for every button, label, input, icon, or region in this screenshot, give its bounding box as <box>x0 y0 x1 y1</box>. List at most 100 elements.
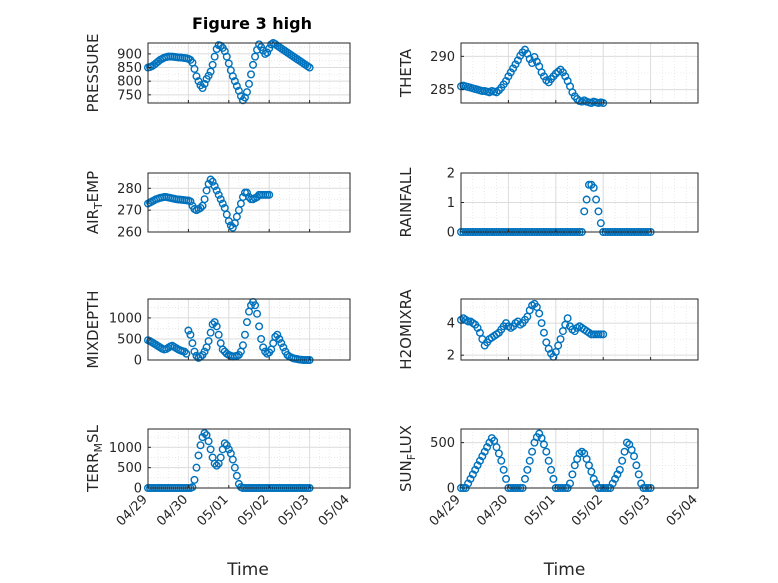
data-point <box>192 463 201 472</box>
x-tick-label: 04/30 <box>474 492 511 529</box>
data-point <box>265 44 274 53</box>
y-tick-label: 0 <box>447 226 455 241</box>
data-point <box>186 197 195 206</box>
data-point <box>210 459 219 468</box>
data-point <box>182 349 191 358</box>
data-point <box>525 55 534 64</box>
data-point <box>630 452 639 461</box>
data-point <box>544 456 553 465</box>
data-point <box>637 479 646 488</box>
data-point <box>194 451 203 460</box>
y-tick-label: 900 <box>117 47 142 62</box>
data-point <box>509 64 518 73</box>
data-point <box>236 92 245 101</box>
data-point <box>596 219 605 228</box>
data-point <box>537 68 546 77</box>
data-point <box>563 314 572 323</box>
data-point <box>222 441 231 450</box>
y-axis-label: AIRTEMP <box>84 171 105 234</box>
subplot-2: 285 290 THETA <box>397 42 699 107</box>
data-point <box>180 347 189 356</box>
data-point <box>589 474 598 483</box>
y-tick-label: 285 <box>430 83 455 98</box>
x-tick-label: 05/04 <box>316 492 353 529</box>
data-point <box>549 474 558 483</box>
y-tick-label: 1000 <box>109 311 142 326</box>
data-point <box>492 88 501 97</box>
data-point <box>212 186 221 195</box>
data-point <box>485 438 494 447</box>
data-point <box>502 474 511 483</box>
data-point <box>204 437 213 446</box>
axes-box <box>147 428 351 489</box>
data-point <box>206 175 215 184</box>
data-point <box>242 188 251 197</box>
data-point <box>190 475 199 484</box>
subplot-5: 0 500 1000 MIXDEPTH <box>84 290 351 369</box>
data-point <box>582 195 591 204</box>
y-tick-label: 2 <box>447 349 455 364</box>
data-point <box>615 465 624 474</box>
data-point <box>188 339 197 348</box>
data-point <box>520 474 529 483</box>
data-point <box>580 207 589 216</box>
data-point <box>277 339 286 348</box>
x-tick-label: 05/03 <box>275 492 312 529</box>
data-point <box>257 334 266 343</box>
figure-title: Figure 3 high <box>192 14 312 33</box>
x-axis-label: Time <box>543 560 586 580</box>
y-tick-label: 750 <box>117 88 142 103</box>
data-point <box>232 82 241 91</box>
x-tick-label: 05/04 <box>664 492 701 529</box>
x-tick-label: 04/29 <box>114 492 151 529</box>
data-point <box>206 328 215 337</box>
data-point <box>506 68 515 77</box>
y-tick-label: 500 <box>117 461 142 476</box>
data-point <box>468 470 477 479</box>
data-point <box>210 52 219 61</box>
data-point <box>494 449 503 458</box>
y-tick-label: 1 <box>447 196 455 211</box>
data-point <box>200 347 209 356</box>
data-point <box>238 341 247 350</box>
axes-box <box>147 298 351 361</box>
y-tick-label: 260 <box>117 226 142 241</box>
data-point <box>542 447 551 456</box>
data-point <box>537 319 546 328</box>
data-point <box>271 332 280 341</box>
data-point <box>594 207 603 216</box>
data-point <box>568 88 577 97</box>
x-tick-label: 04/30 <box>154 492 191 529</box>
data-point <box>539 328 548 337</box>
y-axis-label: TERRMSL <box>84 424 105 493</box>
data-point <box>520 45 529 54</box>
data-point <box>253 309 262 318</box>
y-axis-label: MIXDEPTH <box>84 290 102 368</box>
axes-box <box>460 428 699 489</box>
x-tick-label: 05/03 <box>616 492 653 529</box>
x-tick-label: 05/02 <box>235 492 272 529</box>
plot-area <box>148 429 350 488</box>
data-point <box>464 479 473 488</box>
subplot-7: 0 500 1000 04/29 04/30 05/01 05/02 05/03 05/04 TE… <box>84 424 353 580</box>
axes-box <box>147 42 351 104</box>
data-point <box>206 67 215 76</box>
data-point <box>613 470 622 479</box>
y-axis-label: THETA <box>397 48 415 98</box>
data-point <box>198 83 207 92</box>
x-tick-label: 05/01 <box>522 492 559 529</box>
data-point <box>592 195 601 204</box>
data-point <box>634 470 643 479</box>
y-axis-label: RAINFALL <box>397 167 415 238</box>
axes-box <box>460 42 699 104</box>
y-tick-label: 1000 <box>109 441 142 456</box>
data-point <box>539 72 548 81</box>
subplot-3: 260 270 280 AIRTEMP <box>84 171 351 241</box>
data-point <box>283 350 292 359</box>
data-point <box>618 456 627 465</box>
data-point <box>596 330 605 339</box>
data-point <box>220 439 229 448</box>
data-point <box>214 330 223 339</box>
data-point <box>228 455 237 464</box>
data-point <box>184 326 193 335</box>
